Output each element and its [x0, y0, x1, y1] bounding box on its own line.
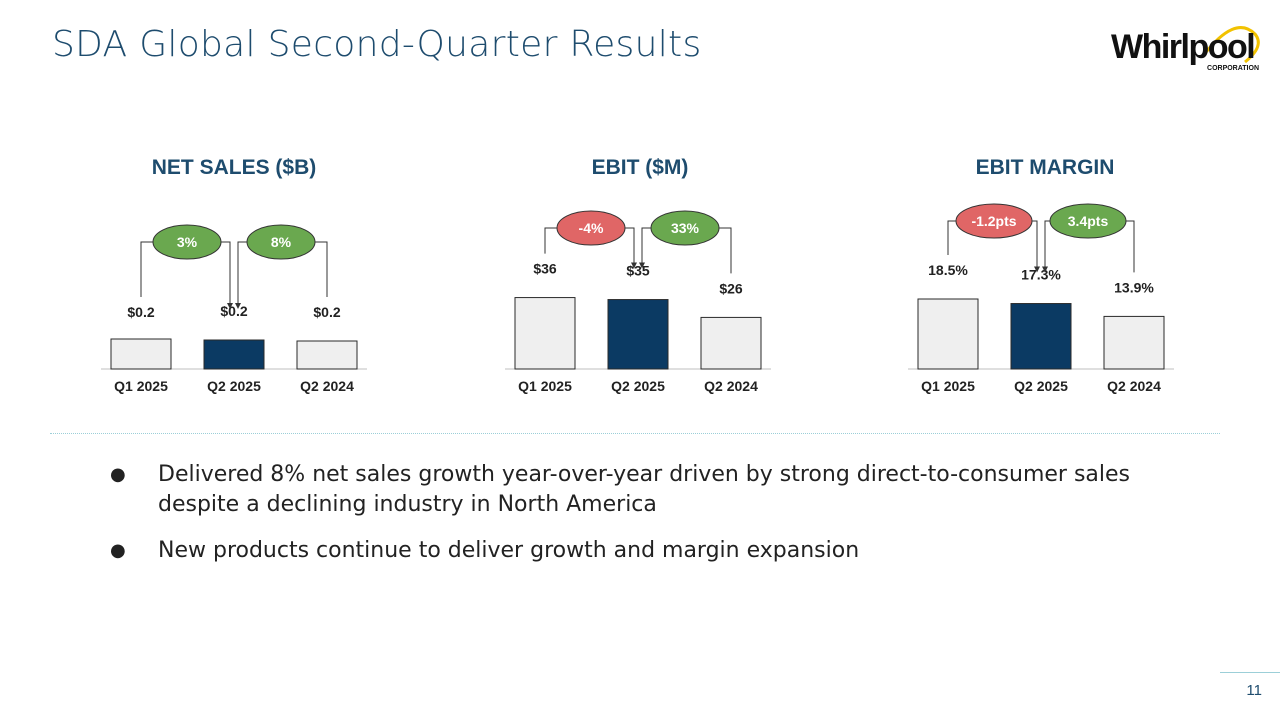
page-number-rule: [1220, 672, 1280, 673]
change-pill: [650, 210, 720, 246]
data-label: 18.5%: [928, 262, 968, 278]
bar-q1-2025: [917, 298, 979, 370]
bullet-list: ● Delivered 8% net sales growth year-ove…: [108, 460, 1218, 582]
x-tick-label: Q1 2025: [518, 378, 572, 394]
data-label: $0.2: [127, 304, 154, 320]
x-tick-label: Q1 2025: [921, 378, 975, 394]
bullet-item: ● Delivered 8% net sales growth year-ove…: [108, 460, 1218, 520]
change-pill-label: 33%: [671, 220, 700, 236]
chart-title-ebit: EBIT ($M): [591, 156, 689, 179]
change-pill: [152, 224, 222, 260]
bullet-dot: ●: [110, 540, 126, 561]
bar-q2-2024: [1103, 315, 1165, 370]
data-label: $26: [719, 280, 743, 296]
bar-q1-2025: [514, 297, 576, 370]
logo-wordmark: Whirlpool: [1111, 28, 1254, 66]
data-label: $0.2: [220, 303, 247, 319]
bullet-dot: ●: [110, 464, 126, 485]
arrow-head: [639, 262, 645, 269]
logo-swoosh: [1201, 26, 1260, 64]
data-label: 17.3%: [1021, 267, 1061, 283]
whirlpool-logo: Whirlpool CORPORATION: [1111, 26, 1260, 72]
change-pill: [556, 210, 626, 246]
x-tick-label: Q2 2025: [207, 378, 261, 394]
change-pill-label: 3%: [177, 234, 198, 250]
arrow-head: [235, 303, 241, 309]
change-pill-label: 8%: [271, 234, 292, 250]
bar-q2-2025: [1010, 303, 1072, 370]
x-tick-label: Q1 2025: [114, 378, 168, 394]
change-pill-label: -4%: [579, 220, 604, 236]
arrow-head: [227, 303, 233, 309]
bullet-text: Delivered 8% net sales growth year-over-…: [158, 462, 1131, 517]
arrow-head: [631, 262, 637, 269]
data-label: $35: [626, 263, 650, 279]
data-label: $0.2: [313, 304, 340, 320]
bar-q2-2025: [607, 299, 669, 370]
chart-title-ebit-margin: EBIT MARGIN: [975, 156, 1115, 179]
chart-title-net-sales: NET SALES ($B): [151, 156, 317, 179]
change-pill: [246, 224, 316, 260]
data-label: $36: [533, 261, 557, 277]
change-pill: [955, 203, 1033, 239]
data-label: 13.9%: [1114, 279, 1154, 295]
arrow-head: [1034, 266, 1040, 273]
bar-q2-2025: [203, 339, 265, 370]
slide-title: SDA Global Second-Quarter Results: [52, 24, 702, 65]
section-divider: [50, 433, 1220, 434]
bar-q1-2025: [110, 338, 172, 370]
x-tick-label: Q2 2024: [300, 378, 354, 394]
bar-q2-2024: [700, 316, 762, 370]
bullet-item: ● New products continue to deliver growt…: [108, 536, 1218, 566]
page-number: 11: [1246, 682, 1262, 699]
change-pill: [1049, 203, 1127, 239]
bullet-text: New products continue to deliver growth …: [158, 538, 860, 563]
x-tick-label: Q2 2024: [704, 378, 758, 394]
x-tick-label: Q2 2024: [1107, 378, 1161, 394]
change-pill-label: 3.4pts: [1068, 213, 1109, 229]
change-pill-label: -1.2pts: [971, 213, 1016, 229]
x-tick-label: Q2 2025: [611, 378, 665, 394]
logo-subtext: CORPORATION: [1207, 65, 1259, 72]
bar-q2-2024: [296, 340, 358, 370]
x-tick-label: Q2 2025: [1014, 378, 1068, 394]
arrow-head: [1042, 266, 1048, 273]
